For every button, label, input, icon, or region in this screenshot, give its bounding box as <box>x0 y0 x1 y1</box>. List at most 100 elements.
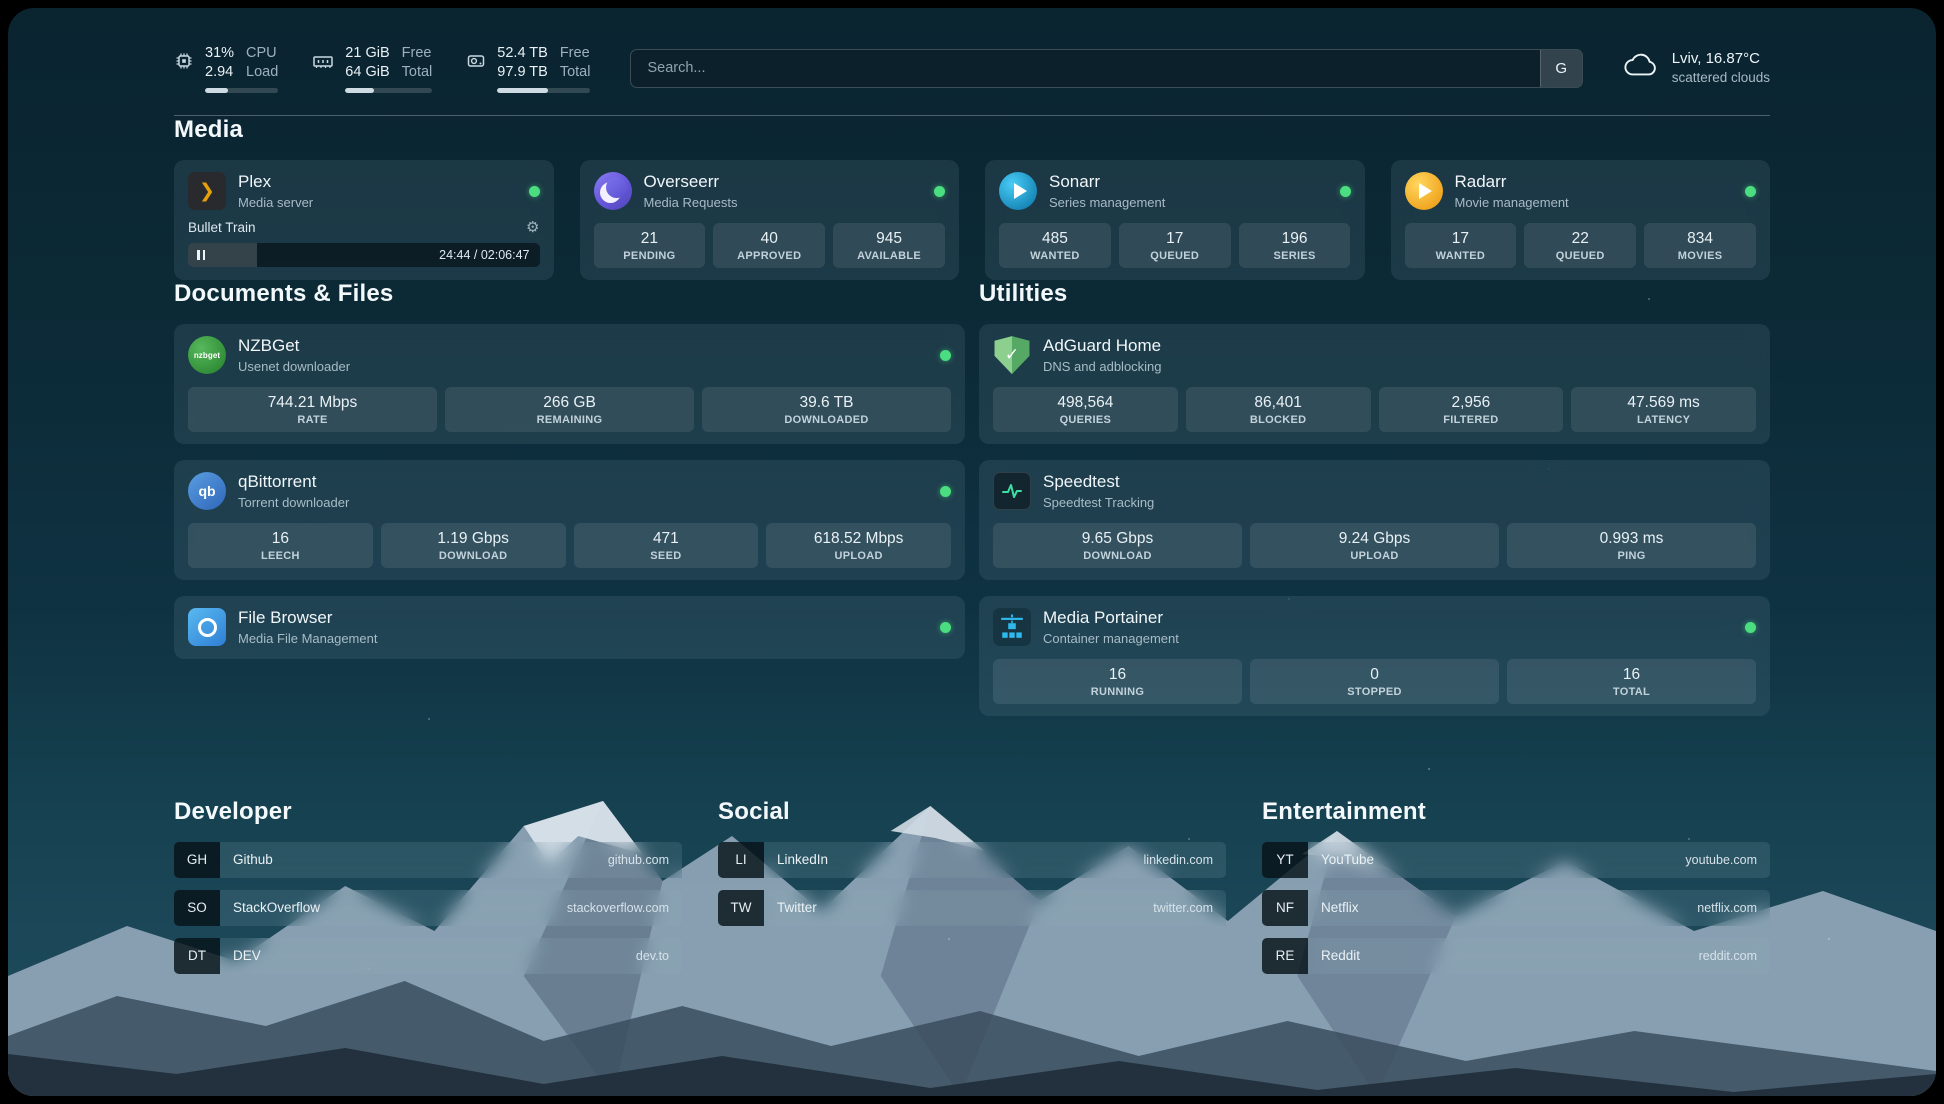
plex-progress-bar[interactable]: 24:44 / 02:06:47 <box>188 242 540 267</box>
bookmark-linkedin[interactable]: LI LinkedIn linkedin.com <box>718 841 1226 878</box>
bookmark-abbr: SO <box>174 889 220 926</box>
service-name: qBittorrent <box>238 471 317 491</box>
bookmark-abbr: GH <box>174 841 220 878</box>
bookmark-youtube[interactable]: YT YouTube youtube.com <box>1262 841 1770 878</box>
cpu-icon <box>174 51 194 71</box>
speedtest-icon <box>993 472 1031 511</box>
bookmark-dev[interactable]: DT DEV dev.to <box>174 937 682 974</box>
bookmark-reddit[interactable]: RE Reddit reddit.com <box>1262 937 1770 974</box>
service-card-qbittorrent[interactable]: qb qBittorrent Torrent downloader 16 LEE… <box>174 459 965 580</box>
stat-filtered: 2,956 FILTERED <box>1378 386 1564 432</box>
bookmark-group-developer: Developer GH Github github.com SO StackO… <box>174 798 682 986</box>
cpu-progress-bar <box>205 87 279 93</box>
plex-icon: ❯ <box>188 172 226 211</box>
stat-available: 945 AVAILABLE <box>833 222 945 268</box>
memory-progress-bar <box>345 87 433 93</box>
stat-stopped: 0 STOPPED <box>1250 658 1499 704</box>
service-card-portainer[interactable]: Media Portainer Container management 16 … <box>979 595 1770 716</box>
stat-wanted: 485 WANTED <box>999 222 1111 268</box>
gear-icon[interactable]: ⚙ <box>526 218 540 236</box>
disk-label-2: Total <box>559 63 591 80</box>
stat-wanted: 17 WANTED <box>1404 222 1517 268</box>
service-card-speedtest[interactable]: Speedtest Speedtest Tracking 9.65 Gbps D… <box>979 459 1770 580</box>
search-provider-button[interactable]: G <box>1539 49 1582 87</box>
bookmark-twitter[interactable]: TW Twitter twitter.com <box>718 889 1226 926</box>
service-description: Movie management <box>1454 195 1569 211</box>
service-card-filebrowser[interactable]: File Browser Media File Management <box>174 595 965 659</box>
disk-icon <box>466 51 486 71</box>
memory-total: 64 GiB <box>345 63 390 80</box>
status-dot <box>1745 621 1756 633</box>
portainer-icon <box>993 608 1031 647</box>
service-description: Series management <box>1049 195 1166 211</box>
media-section: ❯ Plex Media server Bullet Train ⚙ 24:44… <box>174 159 1770 280</box>
stat-leech: 16 LEECH <box>188 522 373 568</box>
topbar-divider <box>174 114 1770 116</box>
sonarr-icon <box>999 172 1037 211</box>
stat-remaining: 266 GB REMAINING <box>445 386 694 432</box>
service-name: NZBGet <box>238 335 300 355</box>
stat-latency: 47.569 ms LATENCY <box>1571 386 1756 432</box>
bookmark-group-entertainment: Entertainment YT YouTube youtube.com NF … <box>1262 798 1770 986</box>
overseerr-icon <box>593 172 632 211</box>
stat-blocked: 86,401 BLOCKED <box>1185 386 1371 432</box>
status-dot <box>940 349 951 361</box>
service-card-adguard[interactable]: ✓ AdGuard Home DNS and adblocking 498,56… <box>979 323 1770 444</box>
bookmark-abbr: TW <box>718 889 764 926</box>
adguard-icon: ✓ <box>994 336 1030 375</box>
play-icon <box>1013 183 1027 200</box>
stat-pending: 21 PENDING <box>593 222 706 268</box>
service-description: Media Requests <box>643 195 738 211</box>
bookmark-stackoverflow[interactable]: SO StackOverflow stackoverflow.com <box>174 889 682 926</box>
stat-ping: 0.993 ms PING <box>1507 522 1756 568</box>
service-name: Media Portainer <box>1043 607 1164 627</box>
service-description: DNS and adblocking <box>1043 359 1162 375</box>
cpu-percent: 31% <box>205 45 235 61</box>
disk-label-1: Free <box>559 45 590 61</box>
pause-icon[interactable] <box>197 249 205 260</box>
section-title-documents: Documents & Files <box>174 279 394 307</box>
bookmark-abbr: NF <box>1262 889 1308 926</box>
bookmark-abbr: YT <box>1262 841 1308 878</box>
status-dot <box>528 185 540 197</box>
disk-total: 97.9 TB <box>497 63 548 80</box>
section-title-utilities: Utilities <box>979 279 1068 307</box>
weather-widget: Lviv, 16.87°C scattered clouds <box>1623 49 1770 87</box>
service-card-sonarr[interactable]: Sonarr Series management 485 WANTED 17 Q… <box>985 159 1365 280</box>
stat-rate: 744.21 Mbps RATE <box>188 386 437 432</box>
service-name: Sonarr <box>1049 171 1101 191</box>
memory-label-2: Total <box>401 63 433 80</box>
stat-approved: 40 APPROVED <box>713 222 826 268</box>
stat-movies: 834 MOVIES <box>1644 222 1756 268</box>
memory-label-1: Free <box>401 45 432 61</box>
status-dot <box>940 485 951 497</box>
bookmark-group-social: Social LI LinkedIn linkedin.com TW Twitt… <box>718 798 1226 986</box>
stat-queued: 22 QUEUED <box>1524 222 1637 268</box>
status-dot <box>940 621 951 633</box>
radarr-icon <box>1404 172 1443 211</box>
service-card-nzbget[interactable]: nzbget NZBGet Usenet downloader 744.21 M… <box>174 323 965 444</box>
stat-upload: 9.24 Gbps UPLOAD <box>1250 522 1499 568</box>
playback-time: 24:44 / 02:06:47 <box>439 247 530 262</box>
service-description: Media File Management <box>238 631 378 647</box>
qbittorrent-icon: qb <box>188 472 226 511</box>
stat-queries: 498,564 QUERIES <box>993 386 1178 432</box>
service-name: File Browser <box>238 607 333 627</box>
cpu-label-2: Load <box>246 63 279 80</box>
search-input[interactable] <box>631 49 1540 87</box>
stat-downloaded: 39.6 TB DOWNLOADED <box>702 386 951 432</box>
bookmark-netflix[interactable]: NF Netflix netflix.com <box>1262 889 1770 926</box>
cpu-load: 2.94 <box>205 63 234 80</box>
dashboard-window: 31% 2.94 CPU Load <box>8 8 1936 1096</box>
service-card-overseerr[interactable]: Overseerr Media Requests 21 PENDING 40 A… <box>579 159 959 280</box>
resource-widgets: 31% 2.94 CPU Load <box>174 44 591 93</box>
service-card-plex[interactable]: ❯ Plex Media server Bullet Train ⚙ 24:44… <box>174 159 554 280</box>
nzbget-icon: nzbget <box>188 336 226 375</box>
now-playing-title: Bullet Train <box>188 219 256 235</box>
disk-progress-bar <box>497 87 591 93</box>
bookmark-github[interactable]: GH Github github.com <box>174 841 682 878</box>
service-card-radarr[interactable]: Radarr Movie management 17 WANTED 22 QUE… <box>1390 159 1770 280</box>
status-dot <box>1339 185 1351 197</box>
cpu-widget: 31% 2.94 CPU Load <box>174 44 279 93</box>
bookmarks-section: Developer GH Github github.com SO StackO… <box>174 798 1770 1026</box>
